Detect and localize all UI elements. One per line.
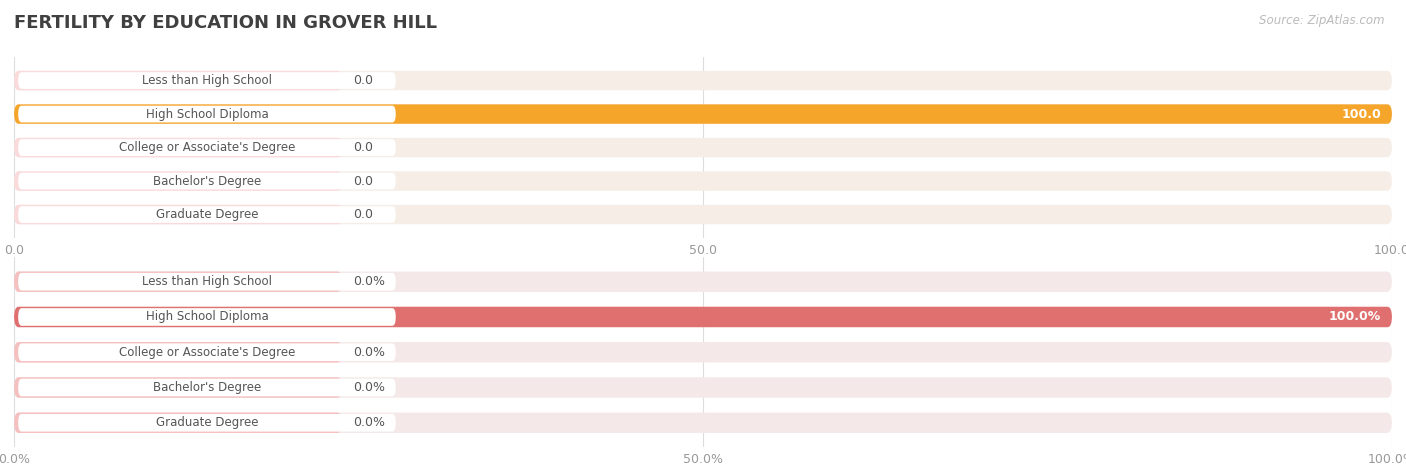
FancyBboxPatch shape	[18, 173, 395, 189]
FancyBboxPatch shape	[14, 104, 1392, 124]
Text: High School Diploma: High School Diploma	[146, 108, 269, 120]
FancyBboxPatch shape	[18, 379, 395, 397]
Text: 0.0%: 0.0%	[353, 381, 385, 394]
FancyBboxPatch shape	[14, 171, 342, 191]
Text: College or Associate's Degree: College or Associate's Degree	[118, 141, 295, 154]
FancyBboxPatch shape	[18, 106, 395, 122]
Text: 0.0: 0.0	[353, 208, 373, 221]
FancyBboxPatch shape	[14, 307, 1392, 327]
FancyBboxPatch shape	[14, 138, 342, 157]
Text: Bachelor's Degree: Bachelor's Degree	[153, 175, 262, 188]
Text: 100.0: 100.0	[1341, 108, 1381, 120]
Text: 0.0: 0.0	[353, 74, 373, 87]
Text: High School Diploma: High School Diploma	[146, 310, 269, 324]
FancyBboxPatch shape	[14, 71, 342, 90]
FancyBboxPatch shape	[18, 343, 395, 361]
FancyBboxPatch shape	[14, 205, 1392, 224]
FancyBboxPatch shape	[18, 273, 395, 290]
FancyBboxPatch shape	[18, 139, 395, 156]
FancyBboxPatch shape	[14, 377, 342, 398]
Text: 0.0: 0.0	[353, 141, 373, 154]
Text: 0.0: 0.0	[353, 175, 373, 188]
Text: 0.0%: 0.0%	[353, 416, 385, 429]
FancyBboxPatch shape	[14, 271, 1392, 292]
Text: 100.0%: 100.0%	[1329, 310, 1381, 324]
Text: 0.0%: 0.0%	[353, 275, 385, 288]
FancyBboxPatch shape	[14, 377, 1392, 398]
Text: Bachelor's Degree: Bachelor's Degree	[153, 381, 262, 394]
Text: Source: ZipAtlas.com: Source: ZipAtlas.com	[1260, 14, 1385, 27]
FancyBboxPatch shape	[14, 205, 342, 224]
FancyBboxPatch shape	[14, 342, 1392, 362]
FancyBboxPatch shape	[14, 104, 1392, 124]
FancyBboxPatch shape	[14, 138, 1392, 157]
FancyBboxPatch shape	[14, 342, 342, 362]
Text: Less than High School: Less than High School	[142, 275, 271, 288]
FancyBboxPatch shape	[14, 171, 1392, 191]
FancyBboxPatch shape	[14, 307, 1392, 327]
Text: FERTILITY BY EDUCATION IN GROVER HILL: FERTILITY BY EDUCATION IN GROVER HILL	[14, 14, 437, 32]
Text: Graduate Degree: Graduate Degree	[156, 208, 259, 221]
FancyBboxPatch shape	[18, 414, 395, 432]
FancyBboxPatch shape	[18, 308, 395, 326]
FancyBboxPatch shape	[14, 271, 342, 292]
FancyBboxPatch shape	[18, 72, 395, 89]
Text: College or Associate's Degree: College or Associate's Degree	[118, 346, 295, 359]
FancyBboxPatch shape	[14, 413, 1392, 433]
FancyBboxPatch shape	[14, 71, 1392, 90]
Text: 0.0%: 0.0%	[353, 346, 385, 359]
Text: Less than High School: Less than High School	[142, 74, 271, 87]
FancyBboxPatch shape	[18, 206, 395, 223]
FancyBboxPatch shape	[14, 413, 342, 433]
Text: Graduate Degree: Graduate Degree	[156, 416, 259, 429]
